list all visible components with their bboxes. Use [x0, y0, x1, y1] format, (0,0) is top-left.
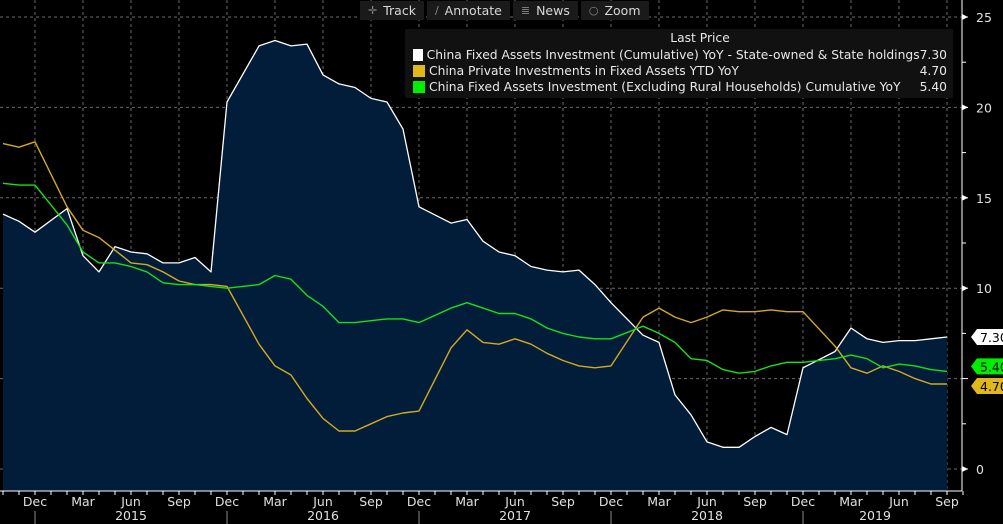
annotate-label: Annotate: [444, 3, 502, 18]
last-price-tag-label: 7.30: [980, 330, 1003, 345]
legend-swatch: [413, 49, 423, 61]
legend-entry-value: 7.30: [919, 48, 947, 62]
y-tick-arrow: [962, 466, 968, 472]
x-tick-label: Sep: [551, 494, 575, 509]
legend-swatch: [413, 81, 425, 93]
y-tick-arrow: [962, 194, 968, 201]
track-label: Track: [383, 3, 416, 18]
y-tick-label: 0: [976, 462, 984, 477]
x-year-label: 2019: [859, 508, 891, 523]
legend-entry-name: China Fixed Assets Investment (Excluding…: [429, 80, 901, 94]
legend-entry: China Private Investments in Fixed Asset…: [413, 63, 947, 79]
x-tick-label: Mar: [263, 494, 287, 509]
y-axis: 0 10 15 20 25: [961, 0, 992, 491]
x-tick-label: Dec: [791, 494, 815, 509]
last-price-tag: [971, 358, 1003, 375]
annotate-button[interactable]: ∕ Annotate: [426, 1, 510, 20]
zoom-label: Zoom: [604, 3, 641, 18]
x-tick-label: Sep: [935, 494, 959, 509]
legend: Last Price China Fixed Assets Investment…: [405, 29, 953, 98]
x-tick-label: Jun: [888, 494, 909, 509]
legend-swatch: [413, 65, 425, 77]
x-year-label: 2016: [307, 508, 339, 523]
area-fills: [3, 40, 947, 491]
x-tick-label: Jun: [504, 494, 525, 509]
last-price-tags: 7.30 5.40 4.70: [971, 329, 1003, 395]
x-tick-label: Sep: [167, 494, 191, 509]
chart-toolbar: ✛ Track ∕ Annotate ≣ News ○ Zoom: [360, 1, 649, 20]
x-year-label: 2017: [499, 508, 531, 523]
y-tick-arrow: [962, 104, 968, 111]
last-price-tag-label: 4.70: [980, 379, 1003, 394]
magnifier-icon: ○: [588, 4, 599, 17]
news-button[interactable]: ≣ News: [512, 1, 578, 20]
x-year-label: 2015: [115, 508, 147, 523]
x-tick-label: Dec: [599, 494, 623, 509]
legend-title: Last Price: [670, 31, 730, 45]
legend-entry-value: 4.70: [919, 64, 947, 78]
x-tick-label: Jun: [312, 494, 333, 509]
last-price-tag: [971, 329, 1003, 346]
pencil-icon: ∕: [434, 4, 439, 17]
track-button[interactable]: ✛ Track: [360, 1, 424, 20]
legend-entry-name: China Fixed Assets Investment (Cumulativ…: [426, 48, 920, 62]
x-tick-label: Dec: [23, 494, 47, 509]
news-label: News: [536, 3, 570, 18]
news-icon: ≣: [520, 4, 531, 17]
crosshair-icon: ✛: [368, 4, 378, 17]
legend-entry: China Fixed Assets Investment (Excluding…: [413, 79, 947, 95]
y-tick-label: 10: [976, 281, 992, 296]
x-axis: Dec Mar Jun Sep Dec Mar Jun Sep Dec Mar Jun Sep Dec M…: [0, 490, 964, 524]
y-tick-label: 15: [976, 191, 992, 206]
last-price-tag: [971, 378, 1003, 395]
x-tick-label: Jun: [120, 494, 141, 509]
y-tick-label: 20: [976, 100, 992, 115]
x-tick-label: Mar: [647, 494, 671, 509]
x-tick-label: Sep: [359, 494, 383, 509]
x-tick-label: Jun: [696, 494, 717, 509]
x-year-label: 2018: [691, 508, 723, 523]
series-line-1: [2, 39, 948, 448]
legend-entry: China Fixed Assets Investment (Cumulativ…: [413, 47, 947, 63]
zoom-button[interactable]: ○ Zoom: [580, 1, 649, 20]
x-tick-label: Dec: [215, 494, 239, 509]
x-tick-label: Dec: [407, 494, 431, 509]
legend-entry-value: 5.40: [919, 80, 947, 94]
series-line-3: [2, 182, 948, 374]
y-tick-arrow: [962, 14, 968, 20]
y-tick-arrow: [962, 285, 968, 292]
series-line-2: [2, 141, 947, 432]
last-price-tag-label: 5.40: [980, 359, 1003, 374]
x-tick-label: Mar: [71, 494, 95, 509]
y-tick-label: 25: [976, 10, 992, 25]
x-tick-label: Sep: [743, 494, 767, 509]
series-lines: [2, 39, 948, 448]
x-tick-label: Mar: [839, 494, 863, 509]
series-area-fill: [3, 40, 947, 491]
legend-entry-name: China Private Investments in Fixed Asset…: [429, 64, 739, 78]
x-tick-label: Mar: [455, 494, 479, 509]
